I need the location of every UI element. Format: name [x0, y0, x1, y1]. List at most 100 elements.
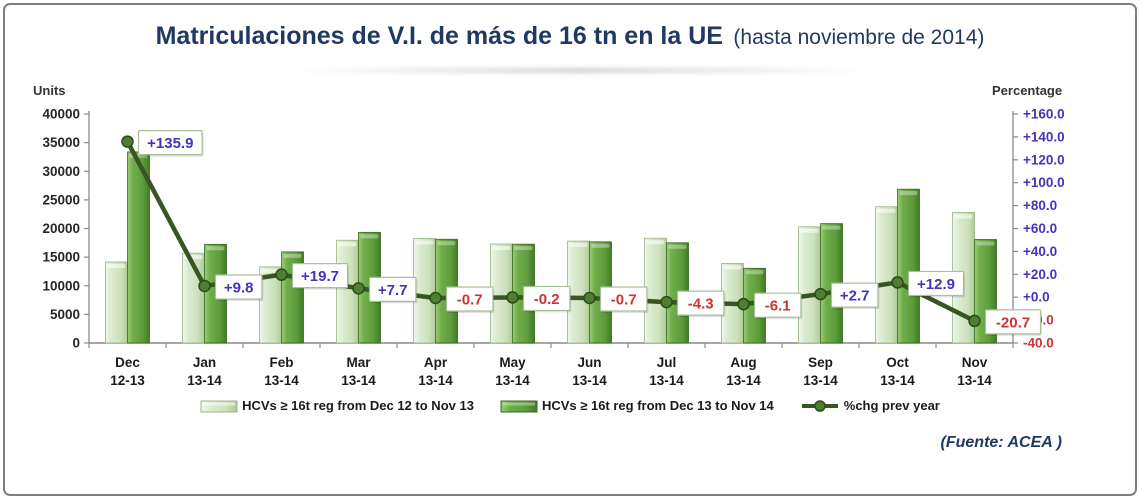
x-category-period: 13-14: [957, 373, 992, 388]
bar-curr-year-highlight: [360, 234, 379, 239]
x-category-month: Jun: [577, 355, 601, 370]
left-axis-tick-label: 10000: [42, 278, 80, 293]
right-axis-tick-label: +80.0: [1023, 198, 1057, 213]
x-category-period: 13-14: [187, 373, 222, 388]
right-axis-tick-label: +60.0: [1023, 221, 1057, 236]
bar-prev-year-highlight: [415, 240, 434, 245]
legend-item-pct-change: %chg prev year: [800, 398, 940, 413]
pct-change-marker: [737, 297, 750, 311]
data-label-box: [522, 285, 571, 312]
x-category-period: 13-14: [495, 373, 530, 388]
data-label-box: [291, 263, 349, 289]
data-label-value: +7.7: [378, 282, 408, 299]
bars: [105, 151, 997, 344]
bar-prev-year-highlight: [723, 265, 742, 270]
bar-prev-year: [798, 226, 821, 344]
pct-change-marker: [891, 276, 904, 289]
x-category-month: Mar: [346, 355, 371, 370]
x-category-period: 13-14: [649, 373, 684, 388]
legend-label-prev-year: HCVs ≥ 16t reg from Dec 12 to Nov 13: [242, 398, 474, 413]
x-category-month: Oct: [886, 355, 909, 370]
bar-curr-year-highlight: [899, 191, 918, 196]
right-axis-tick-label: +120.0: [1023, 152, 1065, 167]
data-label-value: -4.3: [688, 296, 714, 313]
data-label-value: +12.9: [917, 276, 955, 293]
chart-title: Matriculaciones de V.I. de más de 16 tn …: [155, 22, 723, 50]
right-axis-tick-label: +140.0: [1023, 129, 1065, 144]
data-label-value: -0.2: [534, 291, 560, 308]
pct-change-marker: [506, 291, 519, 304]
data-label-box: [368, 276, 417, 302]
data-label-value: +2.7: [840, 288, 870, 305]
legend-label-curr-year: HCVs ≥ 16t reg from Dec 13 to Nov 14: [541, 398, 774, 413]
x-category-month: Jan: [193, 355, 216, 370]
x-category-month: Sep: [808, 355, 833, 370]
bar-prev-year-highlight: [877, 208, 896, 213]
bar-prev-year-highlight: [646, 240, 665, 245]
data-label-value: +9.8: [224, 279, 254, 296]
x-category-month: May: [499, 355, 526, 370]
bar-curr-year-highlight: [591, 243, 610, 248]
x-category-month: Dec: [115, 355, 140, 370]
x-category-period: 13-14: [264, 373, 299, 388]
right-axis-tick-label: +160.0: [1023, 107, 1065, 122]
bar-prev-year-highlight: [107, 263, 126, 268]
pct-change-marker: [198, 279, 211, 293]
pct-change-marker: [352, 282, 365, 295]
right-axis-tick-label: +100.0: [1023, 175, 1065, 190]
x-category-month: Jul: [657, 355, 677, 370]
axes: 0 5000 10000 15000 20000 25000 30000 35000 40000…: [42, 107, 1064, 351]
bar-curr-year-highlight: [283, 253, 302, 258]
data-label-box: [676, 290, 725, 316]
legend-swatch-dark-bar-icon: [500, 400, 538, 412]
data-label-box: [830, 282, 879, 308]
bar-prev-year-highlight: [800, 228, 819, 233]
left-axis-tick-label: 20000: [42, 221, 80, 236]
left-axis-caption: Units: [33, 83, 66, 98]
pct-change-marker: [121, 135, 134, 148]
x-category-month: Apr: [424, 355, 448, 370]
data-label-box: [907, 270, 965, 297]
bar-prev-year: [105, 261, 128, 344]
pct-change-marker: [583, 291, 596, 305]
chart-title-subtitle: (hasta noviembre de 2014): [733, 26, 985, 49]
legend-item-prev-year: HCVs ≥ 16t reg from Dec 12 to Nov 13: [200, 398, 474, 413]
x-category-period: 13-14: [803, 373, 838, 388]
bar-prev-year-highlight: [261, 268, 280, 273]
bar-curr-year-highlight: [206, 246, 225, 251]
data-label-value: -0.7: [611, 292, 637, 309]
pct-change-marker: [660, 295, 673, 309]
bar-curr-year-highlight: [514, 246, 533, 251]
left-axis-tick-label: 15000: [42, 250, 80, 265]
data-label-value: +19.7: [301, 268, 339, 285]
data-label-value: -0.7: [457, 292, 483, 309]
bar-curr-year: [897, 188, 920, 344]
pct-change-marker: [429, 291, 442, 305]
bar-curr-year-highlight: [437, 241, 456, 246]
legend-label-pct-change: %chg prev year: [843, 398, 940, 413]
right-axis-tick-label: +0.0: [1023, 290, 1050, 305]
x-category-period: 13-14: [341, 373, 376, 388]
pct-change-marker: [968, 314, 981, 328]
bar-prev-year-highlight: [338, 242, 357, 247]
x-category-period: 13-14: [572, 373, 607, 388]
title-shadow-decoration: [290, 68, 870, 73]
x-category-month: Feb: [269, 355, 293, 370]
bar-prev-year-highlight: [569, 243, 588, 248]
data-label-box: [137, 129, 203, 156]
data-label-value: -6.1: [765, 298, 791, 315]
legend-line-marker-icon: [801, 399, 838, 412]
x-category-month: Aug: [730, 355, 756, 370]
right-axis-tick-label: -40.0: [1023, 336, 1054, 351]
source-note: (Fuente: ACEA ): [940, 434, 1062, 451]
left-axis-tick-label: 5000: [50, 307, 80, 322]
data-labels: +135.9 +9.8 +19.7 +7.7 -0.7 -0.2 -0.7 -4.3 -6.1 +…: [137, 129, 1042, 336]
pct-change-marker: [275, 268, 288, 281]
right-axis-caption: Percentage: [992, 83, 1063, 98]
legend-swatch-light-bar-icon: [200, 400, 238, 412]
x-category-period: 13-14: [418, 373, 453, 388]
x-category-month: Nov: [962, 355, 988, 370]
data-label-box: [445, 286, 494, 312]
right-axis-tick-label: +20.0: [1023, 267, 1057, 282]
